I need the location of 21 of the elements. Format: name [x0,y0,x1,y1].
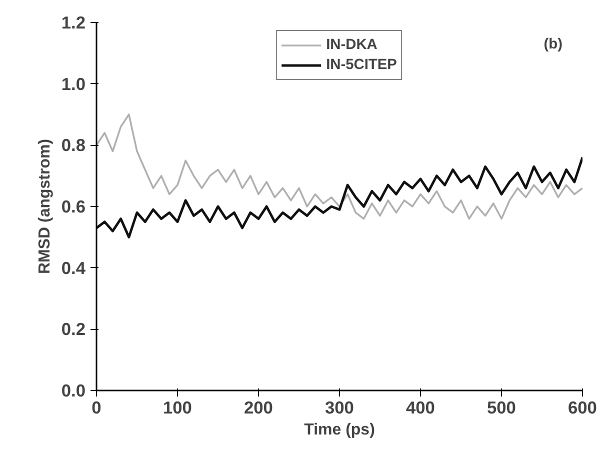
annotation: (b) [544,36,563,52]
y-tick-label: 0.6 [61,196,86,216]
legend-label: IN-5CITEP [326,57,397,73]
y-tick-label: 1.2 [61,12,86,32]
y-tick-label: 1.0 [61,74,86,94]
line-series [96,114,582,220]
x-tick-label: 0 [92,398,102,418]
legend-label: IN-DKA [326,37,378,53]
y-tick-label: 0.0 [61,380,86,400]
x-tick-label: 100 [163,398,192,418]
y-tick-label: 0.2 [61,319,86,340]
x-tick-label: 600 [568,398,597,418]
x-tick-label: 400 [406,398,435,418]
line-series [96,156,582,238]
x-axis-title: Time (ps) [304,422,375,438]
y-tick-label: 0.4 [61,258,86,278]
x-tick-label: 500 [487,398,516,418]
x-tick-label: 300 [325,398,354,418]
y-axis-title: RMSD (angstrom) [36,138,54,274]
y-tick-label: 0.8 [61,135,86,156]
x-tick-label: 200 [244,398,273,418]
